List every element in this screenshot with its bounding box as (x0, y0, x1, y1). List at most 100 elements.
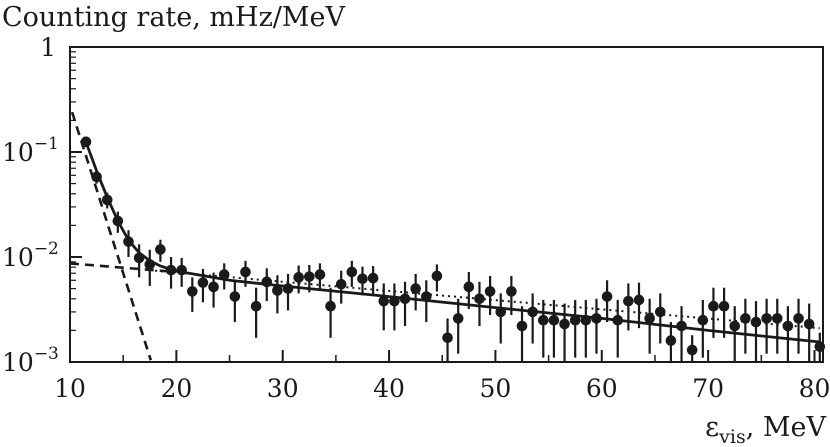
data-point (569, 314, 581, 326)
data-point (718, 300, 730, 312)
data-point (176, 264, 187, 276)
data-point (729, 320, 741, 332)
x-tick-label: 70 (692, 374, 724, 403)
data-point (261, 276, 273, 288)
data-point (101, 194, 113, 206)
data-point (378, 295, 390, 307)
data-point (612, 314, 624, 326)
data-point (803, 318, 815, 330)
chart-title: Counting rate, mHz/MeV (2, 2, 346, 33)
x-axis-label-subscript: vis (718, 426, 746, 447)
data-point (708, 300, 719, 312)
data-point (537, 314, 549, 326)
data-point (474, 293, 485, 305)
data-point (240, 266, 251, 278)
plot-frame (69, 46, 824, 363)
dashed-fit-curve (69, 262, 177, 274)
data-point (750, 316, 762, 328)
data-point (442, 332, 453, 344)
x-tick-label: 10 (54, 374, 86, 403)
data-point (272, 285, 283, 296)
data-point (165, 264, 177, 276)
data-point (782, 320, 794, 332)
x-tick-label: 40 (373, 374, 405, 403)
x-axis-label: εvis, MeV (705, 412, 826, 447)
x-tick-label: 50 (480, 374, 512, 403)
y-tick-exponent: −3 (34, 344, 59, 364)
data-point (463, 281, 475, 293)
data-point (633, 294, 645, 306)
data-point (697, 314, 709, 326)
y-tick-label: 10−1 (2, 134, 59, 167)
y-tick-exponent: −1 (34, 134, 59, 154)
data-point (304, 271, 315, 282)
y-tick-label: 10−2 (2, 239, 59, 272)
data-points (80, 136, 826, 362)
x-axis-label-symbol: ε (705, 412, 719, 443)
data-point (771, 313, 783, 324)
data-point (420, 291, 432, 302)
data-point (91, 171, 102, 183)
data-point (250, 300, 262, 312)
data-point (623, 295, 634, 307)
data-point (654, 306, 666, 318)
data-point (399, 293, 411, 305)
data-point (740, 313, 751, 324)
data-point (293, 272, 304, 283)
data-point (229, 291, 241, 302)
x-tick-label: 30 (267, 374, 299, 403)
dotted-fit-curve (155, 269, 820, 330)
data-point (325, 300, 336, 312)
data-point (761, 313, 772, 324)
data-point (676, 320, 687, 332)
data-point (548, 314, 560, 326)
data-point (559, 318, 570, 330)
data-point (644, 313, 655, 324)
x-tick-label: 20 (160, 374, 192, 403)
x-tick-label: 80 (799, 374, 830, 403)
data-point (314, 269, 326, 280)
data-point (112, 215, 124, 227)
data-point (346, 266, 358, 278)
y-tick-label: 1 (40, 33, 56, 62)
y-tick-base: 10 (2, 138, 34, 167)
data-point (410, 283, 421, 294)
data-point (282, 283, 294, 294)
data-point (218, 269, 230, 280)
data-point (591, 313, 602, 324)
data-point (155, 244, 166, 255)
x-tick-label: 60 (586, 374, 618, 403)
data-point (389, 295, 400, 307)
data-point (208, 281, 219, 293)
y-tick-label: 10−3 (2, 344, 59, 377)
data-point (187, 286, 198, 297)
data-point (431, 270, 443, 282)
data-point (133, 252, 145, 264)
data-point (665, 335, 677, 346)
y-tick-base: 10 (2, 243, 34, 272)
solid-fit-curve (84, 141, 820, 344)
data-point (686, 344, 698, 356)
data-point (516, 320, 528, 332)
data-point (452, 313, 464, 324)
data-point (484, 286, 496, 297)
data-point (506, 286, 517, 297)
data-point (357, 273, 368, 285)
data-point (601, 291, 613, 302)
y-tick-base: 10 (2, 348, 34, 377)
data-point (793, 313, 804, 324)
data-point (197, 277, 209, 288)
data-point (335, 278, 347, 290)
data-point (80, 136, 92, 148)
dashed-fit-curve (70, 111, 153, 361)
data-point (123, 236, 134, 247)
data-point (367, 272, 379, 284)
x-axis-label-unit: , MeV (746, 412, 827, 443)
data-point (144, 259, 156, 270)
y-tick-base: 1 (40, 33, 56, 62)
data-point (527, 306, 538, 318)
data-point (580, 314, 592, 326)
data-point (495, 306, 507, 318)
